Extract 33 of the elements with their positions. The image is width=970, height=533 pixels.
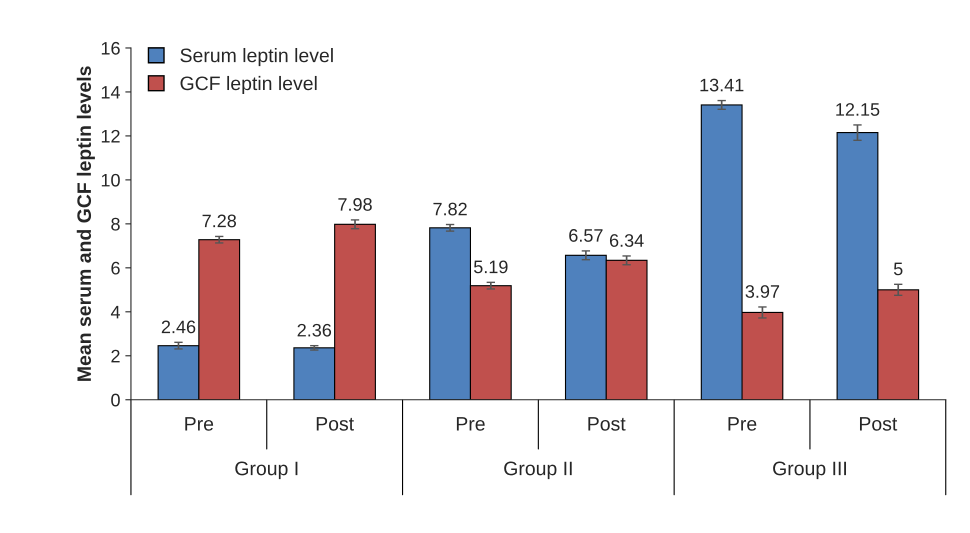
x-tick-label: Post [860,417,898,431]
y-tick-label: 6 [111,262,120,275]
legend-label: GCF leptin level [180,76,317,94]
data-label: 5.19 [474,260,508,274]
data-label: 6.34 [610,234,644,247]
data-label: 2.46 [162,320,196,334]
y-tick-label: 12 [102,130,120,142]
legend-label: Serum leptin level [180,48,333,66]
x-tick-label: Post [588,417,626,431]
x-tick-label: Pre [185,417,214,431]
data-label: 7.28 [202,214,236,228]
data-label: 7.98 [338,198,372,211]
text: Group I [235,462,298,480]
y-tick-label: 0 [111,394,120,406]
y-axis-title: Mean serum and GCF leptin levels [76,66,95,381]
data-label: 13.41 [700,78,744,92]
x-tick-label: Pre [456,417,485,431]
y-tick-label: 10 [102,174,120,187]
y-tick-label: 4 [110,306,120,318]
data-label: 3.97 [746,285,780,298]
data-label: 5 [894,262,902,276]
y-tick-label: 14 [102,86,120,98]
data-label: 12.15 [836,103,880,116]
data-label: 2.36 [298,324,332,337]
text: Group II [504,462,572,480]
y-tick-label: 2 [111,350,120,362]
x-tick-label: Post [316,417,354,431]
y-tick-label: 16 [102,42,120,55]
data-label: 7.82 [433,202,467,216]
text: Group III [773,462,846,480]
data-label: 6.57 [569,229,603,242]
x-tick-label: Pre [728,417,756,431]
y-tick-label: 8 [111,218,120,231]
